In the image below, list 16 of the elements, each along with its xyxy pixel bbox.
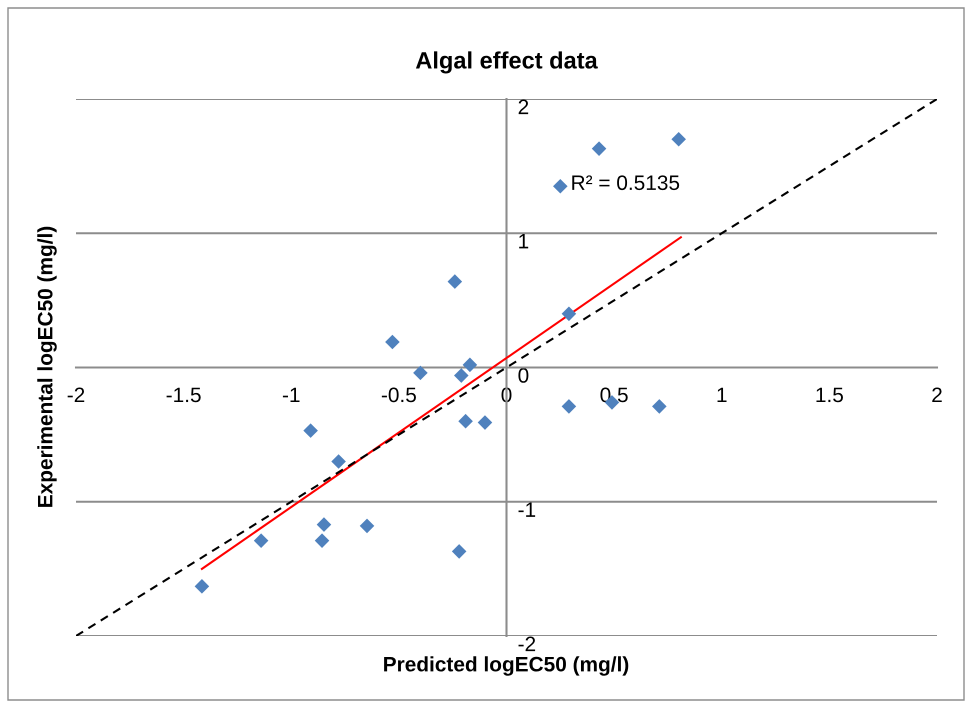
y-tick-label: 1: [519, 234, 528, 248]
y-tick-label: -1: [518, 502, 536, 517]
x-tick-label: -2: [68, 387, 84, 402]
x-tick-label: -0.5: [382, 387, 416, 402]
y-tick-label: 0: [518, 368, 528, 383]
x-axis-title: Predicted logEC50 (mg/l): [384, 656, 628, 676]
x-tick-label: 1.5: [816, 388, 843, 402]
y-tick-label: -2: [518, 636, 536, 652]
y-tick-label: 2: [518, 100, 528, 114]
x-tick-label: 1: [718, 388, 727, 402]
x-tick-label: -1: [282, 388, 300, 402]
chart-title: Algal effect data: [416, 51, 598, 74]
annotation: R² = 0.5135: [572, 175, 680, 190]
x-tick-label: 2: [932, 387, 942, 402]
y-axis-title: Experimental logEC50 (mg/l): [37, 226, 57, 507]
x-tick-label: -1.5: [166, 388, 201, 402]
